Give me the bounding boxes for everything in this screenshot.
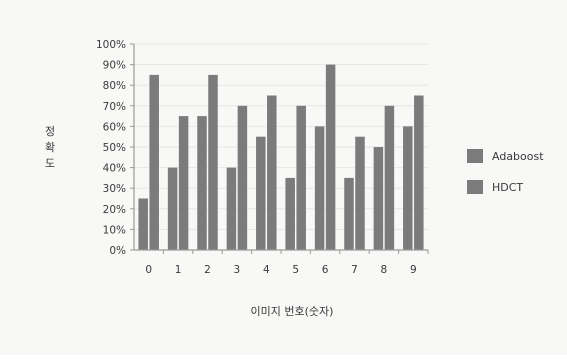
y-tick-label: 80% bbox=[103, 80, 126, 92]
bar-hdct-9 bbox=[414, 95, 424, 250]
bar-hdct-2 bbox=[208, 74, 218, 251]
x-axis-title: 이미지 번호(숫자) bbox=[251, 305, 334, 318]
bar-hdct-7 bbox=[355, 136, 365, 250]
x-tick-label: 2 bbox=[204, 264, 211, 276]
y-axis-title-char: 정 bbox=[45, 125, 55, 138]
bar-adaboost-1 bbox=[167, 167, 178, 250]
bar-adaboost-8 bbox=[373, 147, 384, 250]
x-tick-label: 7 bbox=[351, 264, 358, 276]
bar-hdct-6 bbox=[325, 64, 336, 250]
y-tick-labels: 0% 10% 20% 30% 40% 50% 60% 70% 80% 90% 100% bbox=[96, 39, 126, 257]
bar-adaboost-5 bbox=[285, 177, 295, 250]
x-tick-label: 5 bbox=[292, 264, 299, 276]
y-axis-title-char: 도 bbox=[45, 157, 55, 170]
x-tick-label: 9 bbox=[410, 264, 417, 276]
x-tick-label: 1 bbox=[175, 264, 182, 276]
bar-hdct-0 bbox=[149, 74, 159, 251]
y-tick-label: 40% bbox=[103, 163, 126, 175]
y-tick-label: 100% bbox=[96, 39, 126, 51]
y-tick-label: 10% bbox=[103, 224, 126, 236]
legend-label-adaboost: Adaboost bbox=[492, 150, 544, 163]
x-tick-labels: 0 1 2 3 4 5 6 7 8 9 bbox=[145, 264, 416, 276]
legend-swatch-hdct bbox=[467, 180, 483, 194]
x-tick-label: 0 bbox=[145, 264, 152, 276]
x-tick-label: 6 bbox=[322, 264, 329, 276]
y-tick-label: 20% bbox=[103, 204, 126, 216]
bar-adaboost-9 bbox=[403, 126, 413, 250]
bar-adaboost-7 bbox=[344, 177, 354, 250]
bar-hdct-1 bbox=[178, 116, 189, 250]
bar-hdct-8 bbox=[384, 105, 395, 250]
y-tick-label: 30% bbox=[103, 183, 126, 195]
bar-adaboost-4 bbox=[256, 136, 266, 250]
y-axis-title-char: 확 bbox=[45, 141, 55, 154]
bars bbox=[138, 64, 424, 251]
bar-hdct-5 bbox=[296, 105, 306, 250]
bar-adaboost-2 bbox=[197, 116, 207, 250]
legend: Adaboost HDCT bbox=[467, 149, 544, 194]
legend-swatch-adaboost bbox=[467, 149, 483, 163]
gridlines bbox=[134, 43, 428, 230]
y-tick-label: 70% bbox=[103, 101, 126, 113]
y-tick-label: 50% bbox=[103, 142, 126, 154]
legend-label-hdct: HDCT bbox=[492, 181, 523, 194]
bar-hdct-3 bbox=[237, 105, 248, 250]
x-tick-label: 4 bbox=[263, 264, 270, 276]
x-tick-label: 3 bbox=[234, 264, 241, 276]
axes bbox=[130, 43, 429, 254]
bar-hdct-4 bbox=[267, 95, 277, 250]
y-tick-label: 60% bbox=[103, 121, 126, 133]
bar-adaboost-6 bbox=[314, 126, 325, 250]
bar-adaboost-3 bbox=[226, 167, 237, 250]
y-tick-label: 0% bbox=[109, 245, 126, 257]
bar-adaboost-0 bbox=[138, 198, 148, 250]
y-tick-label: 90% bbox=[103, 60, 126, 72]
y-axis-title: 정확도 bbox=[45, 125, 55, 170]
x-tick-label: 8 bbox=[381, 264, 388, 276]
